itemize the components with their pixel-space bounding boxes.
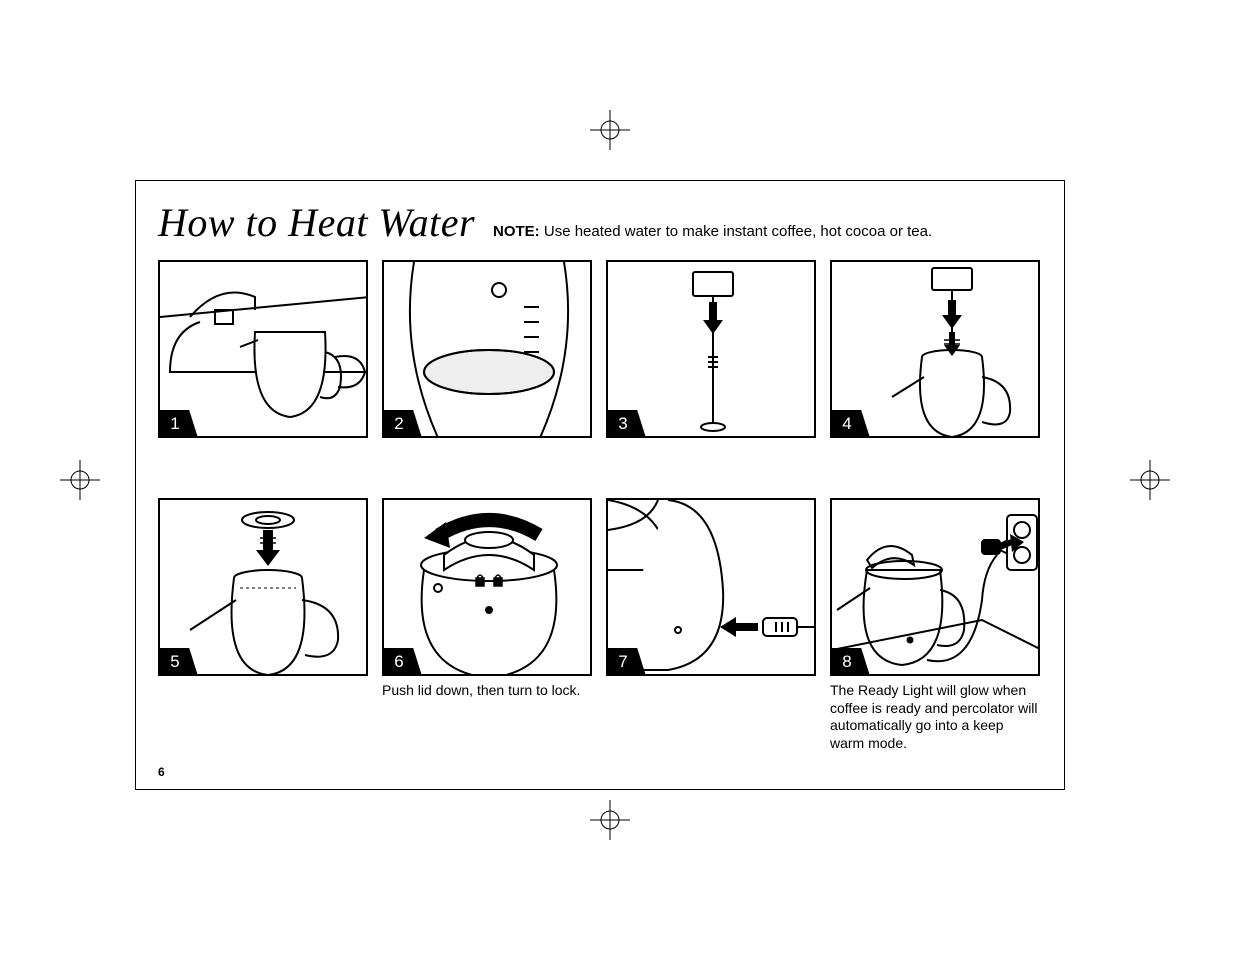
illustration-plug-wall	[832, 500, 1040, 676]
page-number: 6	[158, 765, 165, 779]
step-7: 7	[606, 498, 816, 752]
step-4: 4	[830, 260, 1040, 438]
crop-mark-top	[590, 110, 630, 150]
panel-3: 3	[606, 260, 816, 438]
step-2: 2	[382, 260, 592, 438]
page-title: How to Heat Water	[158, 199, 475, 246]
note-text: Use heated water to make instant coffee,…	[540, 223, 932, 240]
crop-mark-left	[60, 460, 100, 500]
panel-7: 7	[606, 498, 816, 676]
step-3: 3	[606, 260, 816, 438]
panel-2: 2	[382, 260, 592, 438]
panel-8: 8	[830, 498, 1040, 676]
step-8: 8 The Ready Light will glow when coffee …	[830, 498, 1040, 752]
note: NOTE: Use heated water to make instant c…	[493, 223, 932, 240]
step-1: 1	[158, 260, 368, 438]
panel-1: 1	[158, 260, 368, 438]
step-6: 6 Push lid down, then turn to lock.	[382, 498, 592, 752]
panel-5: 5	[158, 498, 368, 676]
illustration-fill-at-sink	[160, 262, 368, 438]
panel-6: 6	[382, 498, 592, 676]
illustration-plug-base	[608, 500, 816, 676]
step-5: 5	[158, 498, 368, 752]
crop-mark-bottom	[590, 800, 630, 840]
illustration-stem	[608, 262, 816, 438]
illustration-place-lid	[160, 500, 368, 676]
crop-mark-right	[1130, 460, 1170, 500]
illustration-lock-lid	[384, 500, 592, 676]
header: How to Heat Water NOTE: Use heated water…	[158, 199, 1042, 246]
illustration-insert-stem	[832, 262, 1040, 438]
illustration-water-level	[384, 262, 592, 438]
panel-4: 4	[830, 260, 1040, 438]
caption-6: Push lid down, then turn to lock.	[382, 682, 592, 700]
note-label: NOTE:	[493, 223, 540, 240]
page-frame: How to Heat Water NOTE: Use heated water…	[135, 180, 1065, 790]
caption-8: The Ready Light will glow when coffee is…	[830, 682, 1040, 752]
steps-grid: 1 2	[158, 260, 1042, 752]
